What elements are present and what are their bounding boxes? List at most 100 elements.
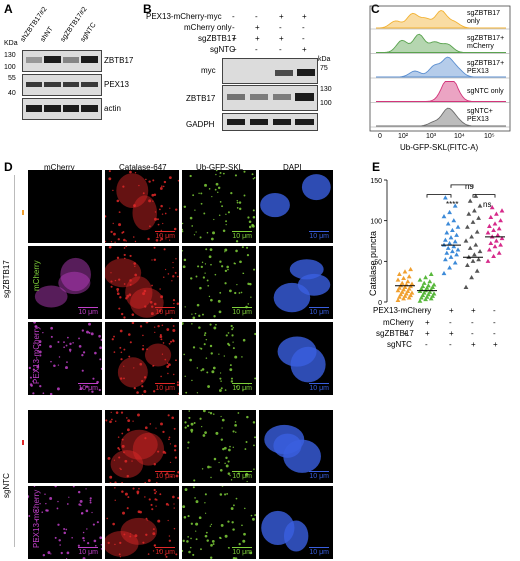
col-header-catalase: Catalase-647 <box>119 163 167 172</box>
e-sign-r3-c5: - <box>493 329 496 338</box>
data-point <box>488 240 494 246</box>
sig-bracket-2 <box>450 184 474 188</box>
sign-b-3-1: + <box>232 34 237 43</box>
cond-label-b-3: sgZBTB17 <box>198 34 236 43</box>
data-point <box>444 250 450 255</box>
data-point <box>443 195 448 200</box>
data-point <box>395 288 401 293</box>
data-point <box>443 257 448 262</box>
e-sign-r4-c5: + <box>493 340 498 349</box>
marker-55-a: 55 <box>8 75 16 82</box>
data-point <box>421 290 427 295</box>
sign-b-4-1: + <box>232 45 237 54</box>
data-point <box>395 277 401 282</box>
micro-tile-r4-c1 <box>28 410 102 483</box>
data-point <box>417 277 423 282</box>
y-tick-label: 150 <box>370 178 382 185</box>
data-point <box>473 242 479 247</box>
data-point <box>405 279 411 284</box>
data-point <box>406 295 412 300</box>
micro-tile-r2-c4: 10 μm <box>259 246 333 319</box>
tick-marker-1 <box>22 210 24 215</box>
data-point <box>401 275 406 281</box>
scatter-ylabel: Catalase puncta <box>368 230 378 296</box>
scale-bar: 10 μm <box>155 547 175 556</box>
scale-bar: 10 μm <box>155 383 175 392</box>
scale-bar: 10 μm <box>309 547 329 556</box>
data-point <box>399 289 405 294</box>
data-point <box>423 275 428 280</box>
data-point <box>427 289 433 294</box>
y-tick-label: 50 <box>374 259 382 266</box>
row-label-zbtb17-b: ZBTB17 <box>186 94 216 103</box>
marker-100-a: 100 <box>4 64 16 71</box>
data-point <box>417 298 423 303</box>
micro-tile-r3-c3: 10 μm <box>182 322 256 395</box>
micro-tile-r1-c1 <box>28 170 102 243</box>
data-point <box>467 245 473 250</box>
scale-bar: 10 μm <box>309 383 329 392</box>
data-point <box>397 271 402 276</box>
flow-tick-4: 10⁵ <box>484 133 495 140</box>
data-point <box>492 244 498 249</box>
lane-label-4: sgNTC <box>79 21 98 44</box>
blot-zbtb17-a <box>22 50 102 72</box>
panel-label-d: D <box>4 160 13 174</box>
group-bracket-1 <box>14 175 15 547</box>
marker-75-b: 75 <box>320 65 328 72</box>
e-sign-r1-c2: - <box>425 306 428 315</box>
flow-tick-1: 10² <box>398 133 409 140</box>
data-point <box>448 235 454 240</box>
data-point <box>424 285 430 290</box>
data-point <box>427 279 433 284</box>
data-point <box>450 227 455 233</box>
e-cond-2: mCherry <box>383 318 414 327</box>
data-point <box>424 294 430 299</box>
panel-label-c: C <box>371 2 380 16</box>
e-sign-r3-c1: + <box>403 329 408 338</box>
data-point <box>491 253 496 259</box>
data-point <box>494 238 499 243</box>
data-point <box>428 296 434 301</box>
data-point <box>419 295 424 300</box>
data-point <box>423 288 428 293</box>
e-sign-r4-c2: - <box>425 340 428 349</box>
row-label-zbtb17-a: ZBTB17 <box>104 56 134 65</box>
data-point <box>408 292 413 298</box>
data-point <box>443 237 448 242</box>
flow-track-4 <box>376 81 506 102</box>
data-point <box>498 218 503 223</box>
flow-label-5: sgNTC+ PEX13 <box>467 108 493 123</box>
row-overlay-label-3: PEX13-mCherry <box>32 325 41 384</box>
e-sign-r4-c3: - <box>449 340 452 349</box>
data-point <box>445 245 451 250</box>
marker-130-a: 130 <box>4 52 16 59</box>
data-point <box>496 250 502 255</box>
data-point <box>473 193 479 198</box>
data-point <box>430 284 435 289</box>
data-point <box>409 290 415 295</box>
scale-bar: 10 μm <box>78 547 98 556</box>
data-point <box>401 296 406 301</box>
data-point <box>448 254 454 259</box>
e-sign-r2-c4: - <box>471 318 474 327</box>
flow-label-2: sgZBTB17+ mCherry <box>467 35 505 50</box>
sig-bracket-1 <box>426 194 452 198</box>
data-point <box>498 242 503 247</box>
col-header-mcherry: mCherry <box>44 163 75 172</box>
scale-bar: 10 μm <box>78 383 98 392</box>
y-tick-label: 100 <box>370 219 382 226</box>
micro-tile-r4-c2: 10 μm <box>105 410 179 483</box>
data-point <box>409 281 415 286</box>
data-point <box>470 219 476 224</box>
micro-tile-r5-c3: 10 μm <box>182 486 256 559</box>
micro-tile-r4-c3: 10 μm <box>182 410 256 483</box>
data-point <box>472 252 477 257</box>
data-point <box>402 284 408 289</box>
data-point <box>406 286 412 291</box>
data-point <box>404 291 409 296</box>
row-label-pex13-a: PEX13 <box>104 80 129 89</box>
micro-tile-r1-c3: 10 μm <box>182 170 256 243</box>
sig-ns-2: ns <box>483 200 492 209</box>
sign-b-4-2: - <box>255 45 258 54</box>
